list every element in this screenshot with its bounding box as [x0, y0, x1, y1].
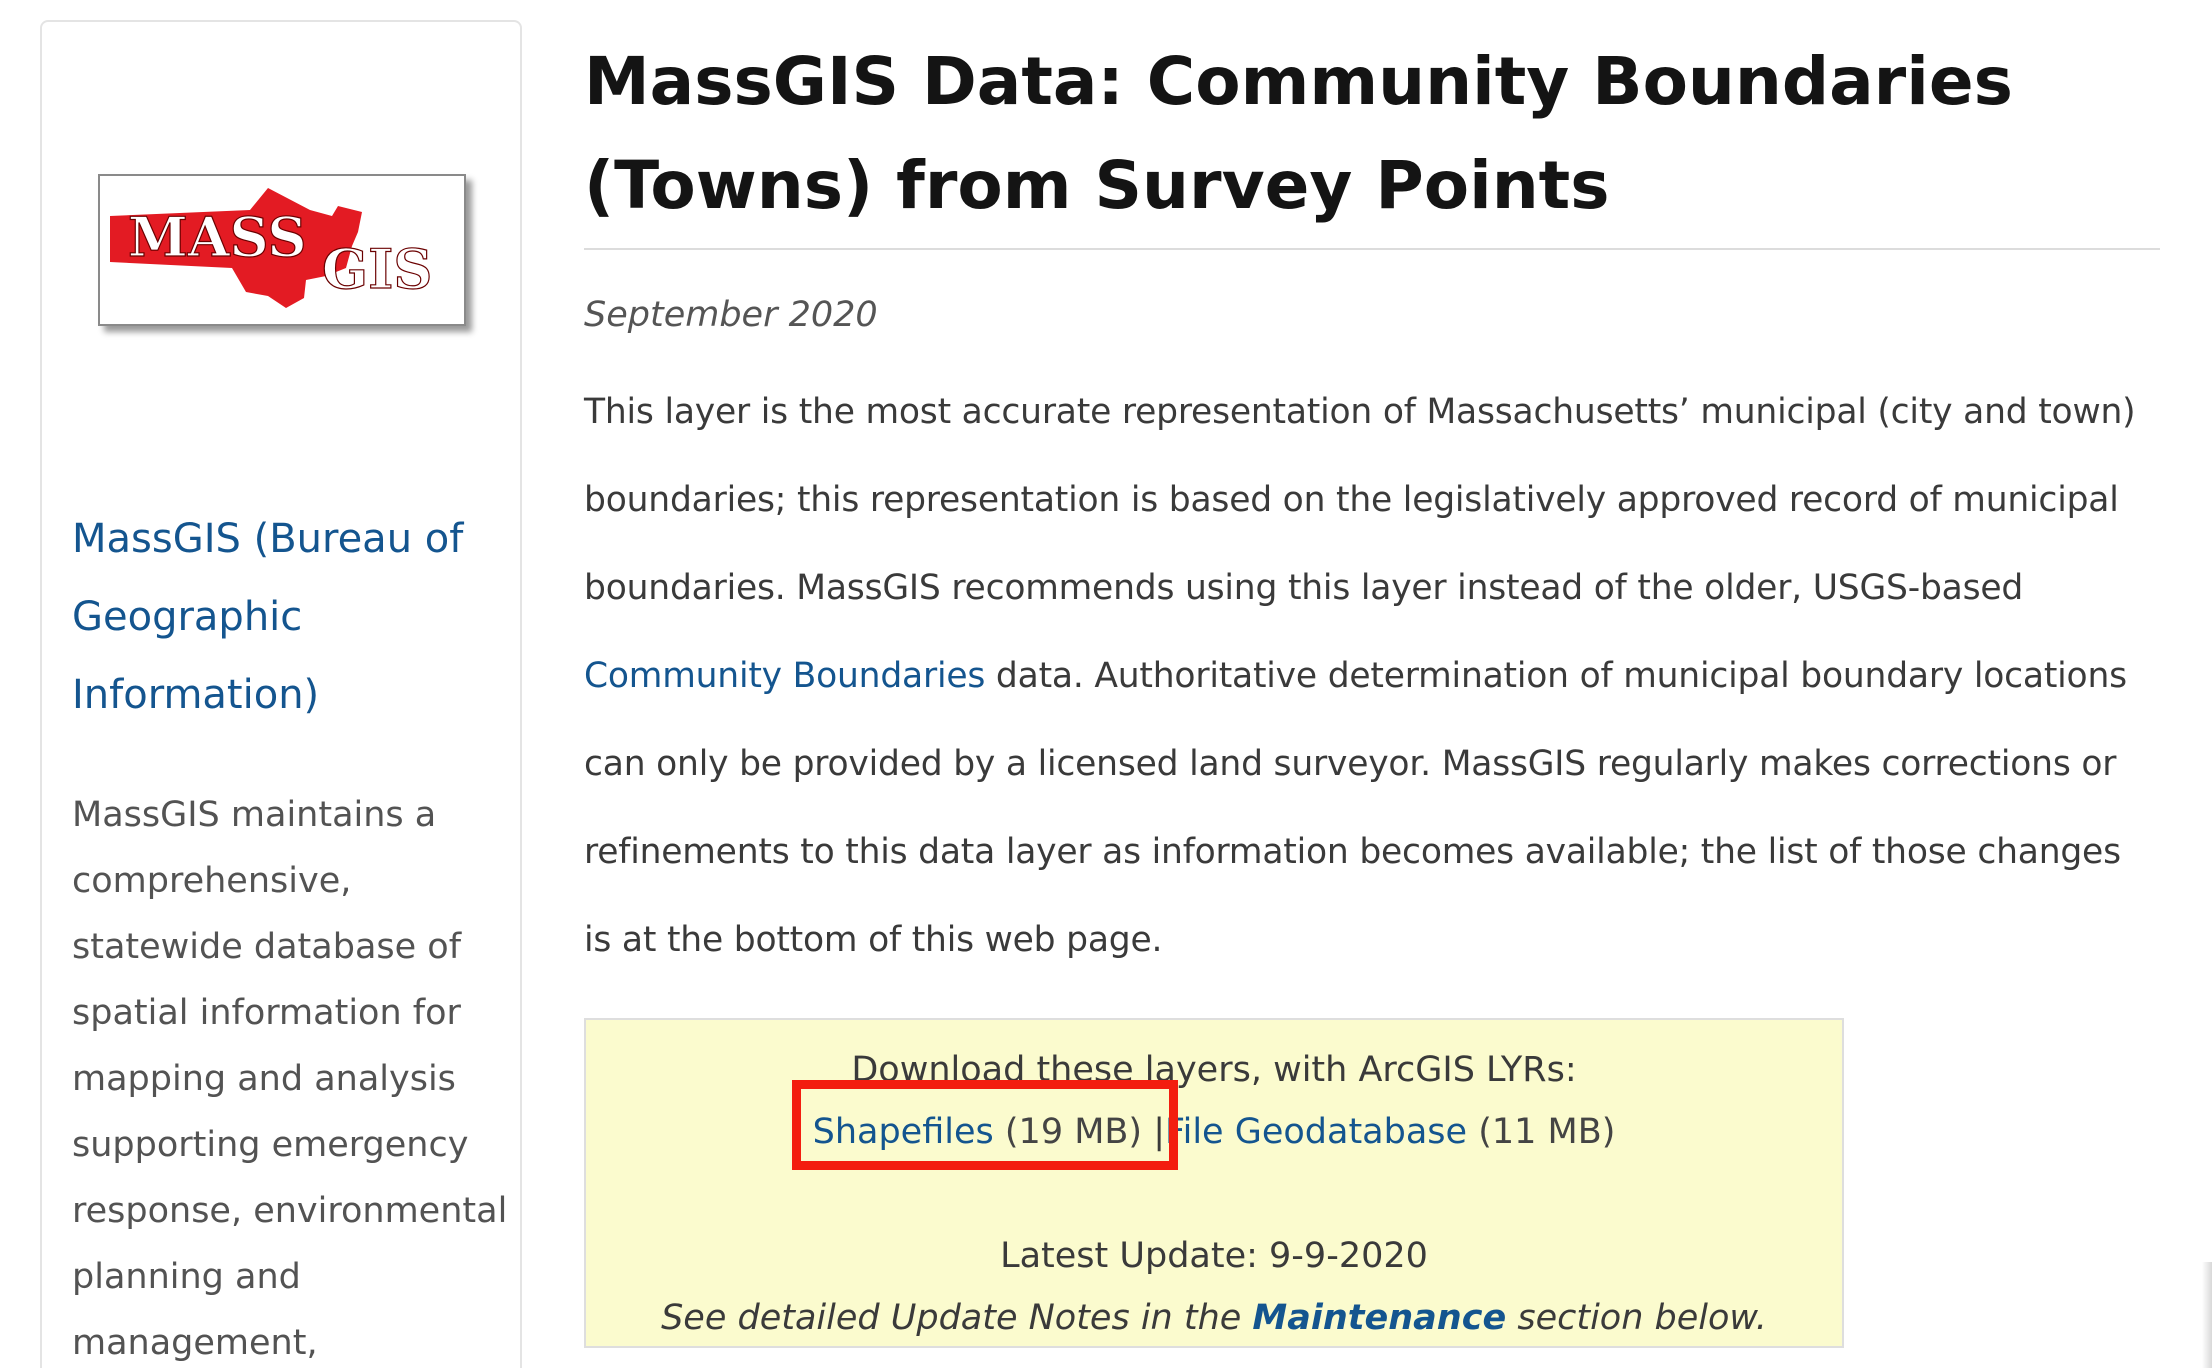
update-notes-prefix: See detailed Update Notes in the	[661, 1298, 1253, 1338]
sidebar-org-heading: MassGIS (Bureau of Geographic Informatio…	[72, 500, 502, 734]
download-links: Shapefiles (19 MB) |File Geodatabase (11…	[586, 1102, 1842, 1162]
scrollbar-edge[interactable]	[2202, 1262, 2212, 1368]
link-separator: |	[1153, 1112, 1166, 1152]
update-notes-suffix: section below.	[1506, 1298, 1767, 1338]
shapefiles-download-link[interactable]: Shapefiles	[812, 1112, 994, 1152]
sidebar-description: MassGIS maintains a comprehensive, state…	[72, 795, 508, 1363]
description-text-1: This layer is the most accurate represen…	[584, 392, 2136, 608]
org-link[interactable]: MassGIS (Bureau of Geographic Informatio…	[72, 516, 464, 718]
sidebar: MASS GIS MassGIS (Bureau of Geographic I…	[40, 20, 522, 1368]
title-divider	[584, 248, 2160, 250]
page-title: MassGIS Data: Community Boundaries (Town…	[584, 43, 2013, 224]
download-heading: Download these layers, with ArcGIS LYRs:	[851, 1050, 1577, 1090]
community-boundaries-link[interactable]: Community Boundaries	[584, 656, 986, 696]
description-text-2: data. Authoritative determination of mun…	[584, 656, 2127, 960]
latest-update: Latest Update: 9-9-2020	[1000, 1236, 1428, 1276]
logo-text-gis: GIS	[322, 237, 432, 301]
massgis-logo[interactable]: MASS GIS	[98, 174, 466, 326]
file-geodatabase-download-link[interactable]: File Geodatabase	[1165, 1112, 1468, 1152]
file-geodatabase-size: (11 MB)	[1478, 1112, 1616, 1152]
layer-description: This layer is the most accurate represen…	[584, 368, 2154, 984]
massachusetts-shape-icon	[110, 188, 362, 308]
maintenance-link[interactable]: Maintenance	[1252, 1298, 1507, 1338]
shapefiles-size: (19 MB)	[1004, 1112, 1143, 1152]
update-notes: See detailed Update Notes in the Mainten…	[586, 1288, 1842, 1348]
logo-text-mass: MASS	[128, 205, 306, 269]
publish-date: September 2020	[584, 295, 878, 335]
massgis-logo-graphic: MASS GIS	[110, 188, 433, 308]
download-panel: Download these layers, with ArcGIS LYRs:…	[584, 1018, 1844, 1348]
